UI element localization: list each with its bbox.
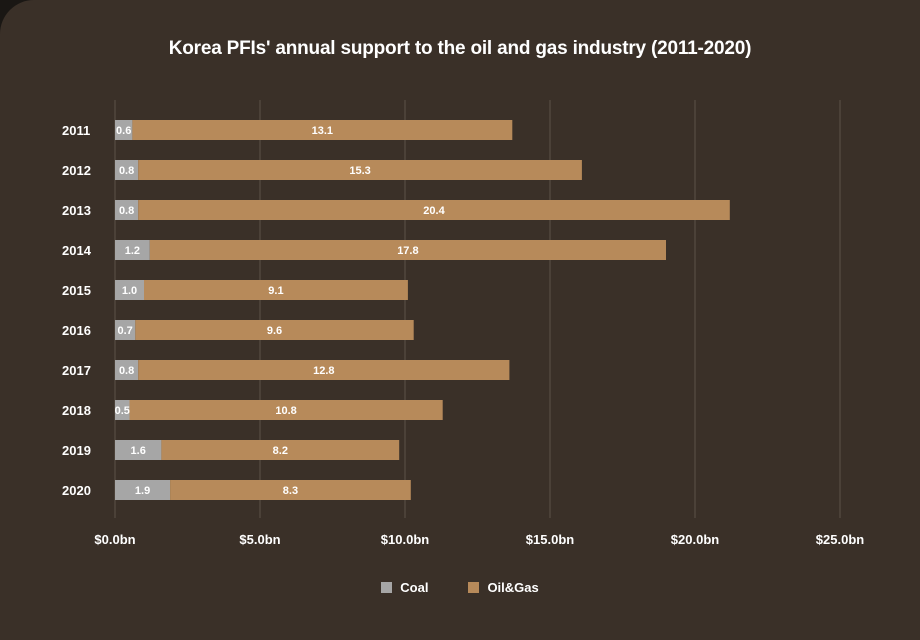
- oilgas-value-label: 10.8: [275, 405, 296, 417]
- oilgas-bar: [138, 360, 510, 380]
- coal-bar: [115, 480, 171, 500]
- oilgas-value-label: 15.3: [349, 165, 370, 177]
- oilgas-bar: [132, 120, 513, 140]
- oilgas-bar: [138, 200, 730, 220]
- coal-bar: [115, 120, 133, 140]
- y-category-label: 2012: [62, 163, 91, 178]
- legend-item-coal: Coal: [381, 580, 428, 595]
- coal-bar: [115, 200, 139, 220]
- legend: Coal Oil&Gas: [0, 580, 920, 595]
- oilgas-value-label: 8.2: [273, 445, 288, 457]
- coal-bar: [115, 440, 162, 460]
- oilgas-value-label: 9.6: [267, 325, 282, 337]
- y-category-label: 2011: [62, 123, 90, 138]
- coal-value-label: 0.6: [116, 125, 131, 137]
- oilgas-bar: [170, 480, 411, 500]
- coal-bar: [115, 160, 139, 180]
- y-category-label: 2013: [62, 203, 91, 218]
- coal-value-label: 0.8: [119, 365, 134, 377]
- coal-value-label: 0.8: [119, 165, 134, 177]
- legend-label-oilgas: Oil&Gas: [487, 580, 539, 595]
- legend-swatch-oilgas: [468, 582, 480, 593]
- oilgas-bar: [144, 280, 408, 300]
- coal-value-label: 1.6: [131, 445, 146, 457]
- coal-value-label: 0.7: [118, 325, 133, 337]
- coal-value-label: 0.5: [115, 405, 130, 417]
- oilgas-value-label: 9.1: [268, 285, 283, 297]
- y-category-label: 2014: [62, 243, 92, 258]
- oilgas-value-label: 12.8: [313, 365, 334, 377]
- coal-value-label: 1.2: [125, 245, 140, 257]
- coal-bar: [115, 360, 139, 380]
- oilgas-bar: [149, 240, 667, 260]
- y-category-label: 2015: [62, 283, 91, 298]
- coal-bar: [115, 240, 150, 260]
- coal-value-label: 1.9: [135, 485, 150, 497]
- oilgas-value-label: 13.1: [312, 125, 333, 137]
- x-tick-label: $25.0bn: [816, 532, 864, 547]
- y-category-label: 2017: [62, 363, 91, 378]
- oilgas-bar: [138, 160, 582, 180]
- oilgas-bar: [135, 320, 414, 340]
- oilgas-value-label: 8.3: [283, 485, 298, 497]
- oilgas-value-label: 17.8: [397, 245, 418, 257]
- y-category-label: 2020: [62, 483, 91, 498]
- oilgas-bar: [129, 400, 443, 420]
- coal-value-label: 1.0: [122, 285, 137, 297]
- coal-bar: [115, 400, 130, 420]
- x-tick-label: $20.0bn: [671, 532, 719, 547]
- chart-title: Korea PFIs' annual support to the oil an…: [168, 38, 752, 59]
- y-category-label: 2018: [62, 403, 91, 418]
- x-tick-label: $0.0bn: [94, 532, 135, 547]
- coal-value-label: 0.8: [119, 205, 134, 217]
- y-category-label: 2019: [62, 443, 91, 458]
- legend-swatch-coal: [381, 582, 393, 593]
- oilgas-value-label: 20.4: [423, 205, 445, 217]
- y-category-label: 2016: [62, 323, 91, 338]
- x-tick-label: $5.0bn: [239, 532, 280, 547]
- legend-item-oilgas: Oil&Gas: [468, 580, 539, 595]
- x-tick-label: $15.0bn: [526, 532, 574, 547]
- legend-label-coal: Coal: [400, 580, 429, 595]
- oilgas-bar: [161, 440, 400, 460]
- x-tick-label: $10.0bn: [381, 532, 429, 547]
- coal-bar: [115, 280, 144, 300]
- coal-bar: [115, 320, 136, 340]
